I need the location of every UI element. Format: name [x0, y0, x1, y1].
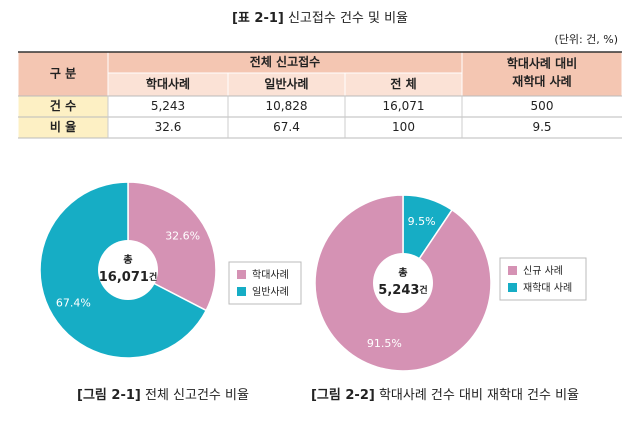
table-value: 9.5: [532, 120, 551, 134]
value-label: 32.6%: [165, 230, 200, 243]
header-last: 학대사례 대비: [507, 56, 577, 71]
total: 16,071건: [99, 270, 157, 285]
value-label: 67.4%: [56, 296, 91, 309]
row-label: 건 수: [50, 98, 76, 113]
value-label: 9.5%: [408, 215, 436, 228]
table-value: 10,828: [266, 99, 308, 113]
donut-hole: [373, 253, 433, 313]
header-sub: 전 체: [390, 76, 416, 91]
figure-caption: [그림 2-1] 전체 신고건수 비율: [77, 388, 249, 403]
table-title: [표 2-1] 신고접수 건수 및 비율: [232, 11, 408, 26]
total-value: 16,071: [99, 270, 149, 285]
table-value: 16,071: [383, 99, 425, 113]
unit-note: (단위: 건, %): [554, 33, 618, 46]
table-value: 100: [392, 120, 415, 134]
figure-caption-text: 전체 신고건수 비율: [145, 388, 249, 403]
legend-label: 신규 사례: [523, 265, 563, 277]
figure-caption: [그림 2-2] 학대사례 건수 대비 재학대 건수 비율: [311, 388, 579, 403]
header-group: 전체 신고접수: [250, 54, 320, 69]
table-title-text: 신고접수 건수 및 비율: [288, 11, 408, 26]
total-unit: 건: [419, 284, 427, 296]
table-cell: [17, 51, 109, 97]
donut-hole: [98, 240, 158, 300]
row-label: 비 율: [50, 119, 76, 134]
legend-swatch: [508, 266, 517, 275]
legend-label: 학대사례: [252, 269, 289, 281]
table-value: 5,243: [151, 99, 185, 113]
legend-swatch: [237, 287, 246, 296]
legend-box: [499, 257, 587, 301]
value-label: 91.5%: [367, 337, 402, 350]
total-label: 총: [398, 266, 407, 279]
table-value: 67.4: [273, 120, 300, 134]
legend-label: 재학대 사례: [523, 282, 572, 294]
total-unit: 건: [149, 271, 157, 283]
legend-swatch: [508, 283, 517, 292]
table-number: [표 2-1]: [232, 11, 284, 26]
legend-box: [228, 261, 302, 305]
figure-number: [그림 2-2]: [311, 388, 375, 403]
legend-label: 일반사례: [252, 286, 289, 298]
header-last: 재학대 사례: [512, 74, 571, 89]
total-value: 5,243: [378, 283, 419, 298]
table-value: 500: [531, 99, 554, 113]
total: 5,243건: [378, 283, 427, 298]
header-sub: 일반사례: [264, 76, 308, 91]
total-label: 총: [123, 253, 132, 266]
figure-number: [그림 2-1]: [77, 388, 141, 403]
header-corner: 구 분: [50, 67, 76, 81]
table-value: 32.6: [155, 120, 182, 134]
figure-caption-text: 학대사례 건수 대비 재학대 건수 비율: [379, 388, 579, 403]
legend-swatch: [237, 270, 246, 279]
header-sub: 학대사례: [146, 76, 190, 91]
